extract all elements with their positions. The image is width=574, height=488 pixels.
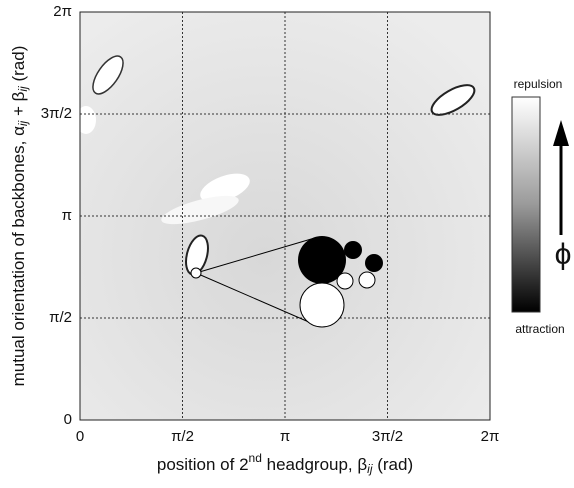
y-tick-label: 2π	[53, 3, 72, 20]
black-circle	[344, 241, 362, 259]
zoom-line	[195, 236, 319, 274]
blob	[80, 106, 96, 134]
black-circle	[298, 236, 346, 284]
colorbar	[511, 96, 541, 313]
zoom-line	[195, 272, 319, 327]
label-part: + β	[9, 91, 28, 120]
y-tick-label: 3π/2	[41, 105, 72, 122]
x-axis-label: position of 2nd headgroup, βij (rad)	[157, 451, 413, 476]
label-part: (rad)	[373, 455, 414, 474]
map-features	[80, 55, 476, 276]
black-circle	[365, 254, 383, 272]
colorbar-top-label: repulsion	[514, 77, 563, 91]
x-tick-label: 2π	[481, 428, 500, 445]
x-tick-label: 0	[76, 428, 84, 445]
colorbar-bottom-label: attraction	[515, 322, 564, 336]
label-part: (rad)	[9, 46, 28, 87]
small-circle	[190, 267, 202, 279]
colorbar-symbol: ϕ	[555, 238, 572, 271]
label-sub: ij	[16, 86, 30, 92]
label-sup: nd	[249, 451, 262, 465]
x-tick-label: π/2	[171, 428, 194, 445]
label-part: position of 2	[157, 455, 249, 474]
label-part: headgroup, β	[262, 455, 367, 474]
x-tick-label: π	[280, 428, 290, 445]
y-tick-label: π/2	[49, 309, 72, 326]
white-circle	[299, 282, 345, 328]
white-circle	[336, 272, 354, 290]
blob	[161, 195, 239, 225]
label-sub: ij	[367, 462, 373, 476]
plot-frame	[79, 11, 491, 421]
blob	[92, 55, 124, 95]
blob	[430, 84, 476, 116]
y-tick-label: π	[62, 207, 72, 224]
arrow-head	[553, 120, 569, 146]
y-axis-label: mutual orientation of backbones, αij + β…	[9, 46, 30, 387]
label-sub: ij	[16, 120, 30, 126]
label-part: mutual orientation of backbones, α	[9, 126, 28, 386]
blob	[200, 173, 250, 203]
x-tick-label: 3π/2	[372, 428, 403, 445]
y-tick-label: 0	[64, 411, 72, 428]
white-circle	[358, 271, 376, 289]
